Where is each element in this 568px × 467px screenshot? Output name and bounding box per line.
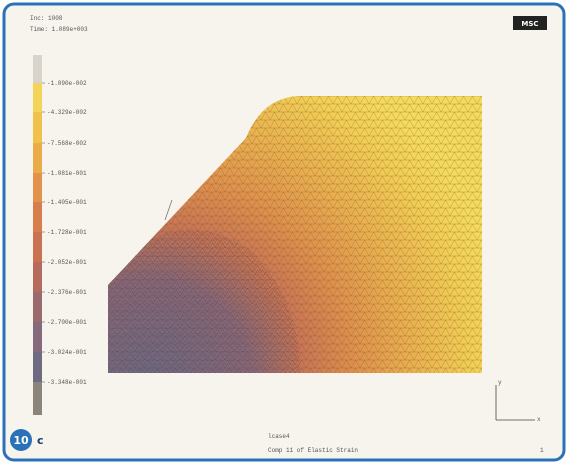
badge-letter: c	[37, 434, 44, 447]
time: Time: 1.089e+003	[30, 26, 88, 33]
loadcase: lcase4	[268, 433, 290, 440]
legend-label: -1.728e-001	[47, 229, 87, 236]
colorbar	[33, 55, 42, 415]
logo: MSC	[521, 20, 538, 28]
increment: Inc: 1008	[30, 15, 63, 22]
legend-label: -7.568e-002	[47, 140, 87, 147]
legend-label: -2.376e-001	[47, 289, 87, 296]
legend-label: -4.329e-002	[47, 109, 87, 116]
screenshot: Inc: 1008 Time: 1.089e+003 MSC -1.090e-0…	[0, 0, 568, 467]
axis-y: y	[498, 379, 502, 386]
legend-label: -3.348e-001	[47, 379, 87, 386]
legend-label: -3.024e-001	[47, 349, 87, 356]
legend-label: -1.090e-002	[47, 80, 87, 87]
page-number: 1	[540, 447, 544, 454]
legend-label: -2.052e-001	[47, 259, 87, 266]
legend-label: -1.405e-001	[47, 199, 87, 206]
legend-label: -2.700e-001	[47, 319, 87, 326]
axis-x: x	[537, 416, 541, 423]
badge-number: 10	[13, 434, 29, 447]
caption: Comp 11 of Elastic Strain	[268, 447, 358, 454]
legend-label: -1.081e-001	[47, 170, 87, 177]
